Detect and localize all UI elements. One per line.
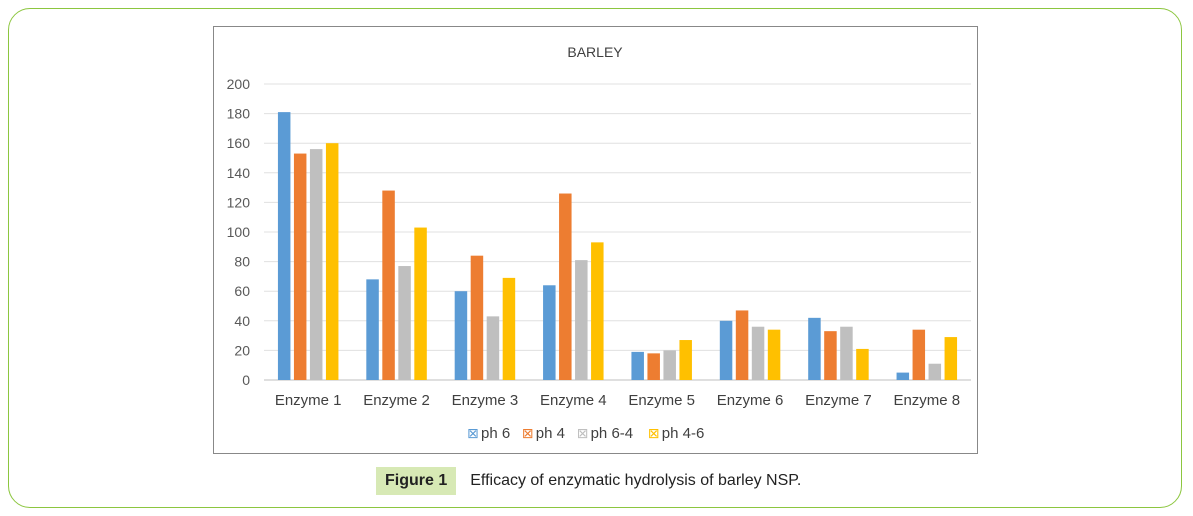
bar-ph-4-6 xyxy=(414,227,427,380)
legend-marker: ⊠ xyxy=(577,426,589,442)
bar-ph-6 xyxy=(454,291,468,380)
bar-ph-6-4 xyxy=(309,149,323,380)
x-tick-label: Enzyme 1 xyxy=(275,392,342,409)
bar-ph-4 xyxy=(647,353,660,380)
bar-ph-6 xyxy=(543,285,556,380)
bar-ph-4-6 xyxy=(591,242,604,380)
y-tick-label: 20 xyxy=(234,342,250,358)
legend-label: ph 6-4 xyxy=(591,425,634,442)
bar-ph-6-4 xyxy=(928,363,942,380)
bar-ph-6 xyxy=(277,112,291,381)
x-tick-label: Enzyme 4 xyxy=(540,392,607,409)
x-tick-label: Enzyme 5 xyxy=(628,392,695,409)
bar-ph-6-4 xyxy=(663,350,676,380)
bar-ph-4 xyxy=(912,329,926,380)
bar-ph-4-6 xyxy=(502,277,516,380)
y-tick-label: 0 xyxy=(242,372,250,388)
legend-label: ph 6 xyxy=(481,425,510,442)
bar-ph-6-4 xyxy=(486,316,500,380)
y-tick-label: 60 xyxy=(234,283,250,299)
y-tick-label: 80 xyxy=(234,254,250,270)
y-tick-label: 40 xyxy=(234,313,250,329)
x-tick-label: Enzyme 3 xyxy=(452,392,519,409)
y-tick-label: 120 xyxy=(227,194,251,210)
bar-ph-4 xyxy=(735,310,749,380)
x-tick-label: Enzyme 8 xyxy=(893,392,960,409)
figure-label: Figure 1 xyxy=(376,467,457,495)
bar-ph-6 xyxy=(719,320,733,380)
bar-ph-6 xyxy=(896,372,910,380)
bar-ph-6 xyxy=(631,351,644,380)
bar-ph-6-4 xyxy=(840,326,853,380)
bar-ph-6-4 xyxy=(751,326,765,380)
chart-container: BARLEY 0 20 40 60 80 100 120 140 160 180 200 Enzyme … xyxy=(213,26,978,454)
chart-title: BARLEY xyxy=(567,44,623,60)
bar-ph-4 xyxy=(470,255,484,380)
y-tick-label: 100 xyxy=(227,224,251,240)
bar-ph-4 xyxy=(824,331,837,380)
bar-ph-4-6 xyxy=(856,348,869,380)
bar-ph-6 xyxy=(366,279,379,380)
bar-ph-6-4 xyxy=(398,266,411,380)
x-tick-label: Enzyme 7 xyxy=(805,392,872,409)
figure-caption-text: Efficacy of enzymatic hydrolysis of barl… xyxy=(470,472,802,489)
bar-ph-4-6 xyxy=(767,329,781,380)
bar-ph-4 xyxy=(559,193,572,380)
bar-ph-4 xyxy=(293,153,307,380)
figure-caption: Figure 1 Efficacy of enzymatic hydrolysi… xyxy=(376,466,801,496)
bar-ph-4 xyxy=(382,190,395,380)
y-tick-label: 160 xyxy=(227,135,251,151)
bar-chart: BARLEY 0 20 40 60 80 100 120 140 160 180 200 Enzyme … xyxy=(227,44,971,442)
legend-marker: ⊠ xyxy=(522,426,534,442)
legend-label: ph 4 xyxy=(536,425,565,442)
bar-ph-4-6 xyxy=(679,340,692,380)
y-tick-label: 200 xyxy=(227,76,251,92)
bar-ph-4-6 xyxy=(325,143,339,380)
bar-ph-4-6 xyxy=(944,337,958,380)
x-tick-label: Enzyme 6 xyxy=(717,392,784,409)
y-tick-label: 180 xyxy=(227,106,251,122)
figure-frame xyxy=(8,8,1182,508)
y-tick-label: 140 xyxy=(227,165,251,181)
legend-marker: ⊠ xyxy=(648,426,660,442)
legend-label: ph 4-6 xyxy=(662,425,705,442)
legend-marker: ⊠ xyxy=(467,426,479,442)
bar-ph-6-4 xyxy=(575,260,588,380)
bar-ph-6 xyxy=(808,317,821,380)
x-tick-label: Enzyme 2 xyxy=(363,392,430,409)
